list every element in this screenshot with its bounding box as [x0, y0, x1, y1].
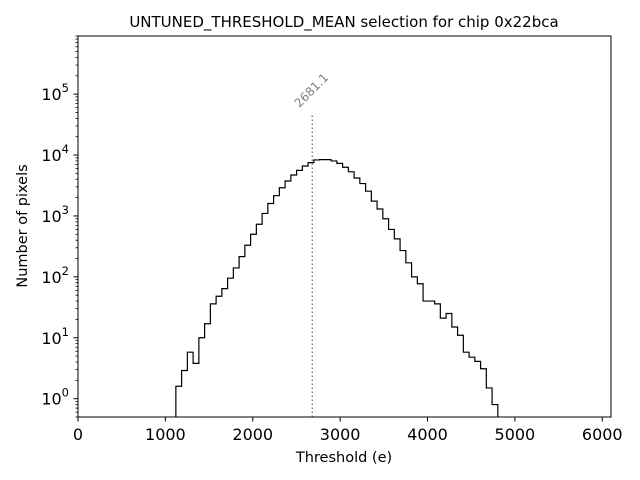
- histogram-bin: [481, 369, 487, 417]
- histogram-bin: [371, 201, 377, 417]
- histogram-bin: [228, 278, 234, 417]
- histogram-bin: [440, 318, 446, 417]
- histogram-bin: [320, 160, 326, 417]
- x-tick-label: 2000: [232, 425, 273, 444]
- histogram-bin: [233, 268, 239, 417]
- histogram-bin: [245, 245, 251, 417]
- histogram-bin: [291, 175, 297, 417]
- histogram-bin: [354, 178, 360, 417]
- histogram-bin: [389, 229, 395, 417]
- histogram-bin: [343, 167, 349, 417]
- histogram-bin: [251, 234, 257, 417]
- x-axis-label: Threshold (e): [295, 450, 392, 466]
- histogram-bin: [222, 289, 228, 417]
- histogram-bin: [205, 324, 211, 417]
- histogram-bin: [417, 284, 423, 417]
- histogram-bin: [314, 160, 320, 417]
- histogram-bin: [383, 219, 389, 417]
- histogram-bin: [182, 371, 188, 417]
- histogram-bin: [199, 338, 205, 417]
- histogram-bin: [423, 301, 429, 417]
- histogram-bin: [394, 239, 400, 417]
- histogram-bin: [210, 304, 216, 417]
- histogram-bin: [400, 251, 406, 417]
- histogram-bin: [412, 277, 418, 417]
- histogram-bin: [452, 327, 458, 417]
- histogram-bin: [331, 161, 337, 417]
- histogram-bin: [475, 361, 481, 417]
- histogram-bin: [239, 257, 245, 417]
- histogram-outline: [175, 159, 499, 417]
- x-tick-label: 6000: [582, 425, 623, 444]
- x-tick-label: 4000: [407, 425, 448, 444]
- histogram-bin: [377, 209, 383, 417]
- histogram-bin: [429, 301, 435, 417]
- x-axis: 0 1000 2000 3000 4000 5000 6000: [73, 417, 623, 444]
- histogram-bin: [348, 172, 354, 417]
- histogram-bin: [268, 204, 274, 417]
- histogram-bin: [302, 166, 308, 417]
- histogram-bin: [325, 160, 331, 417]
- histogram-bin: [469, 357, 475, 417]
- axes-frame: [77, 35, 612, 418]
- histogram-bin: [492, 405, 498, 417]
- histogram-bin: [360, 184, 366, 417]
- histogram-bin: [297, 170, 303, 417]
- histogram-bin: [337, 163, 343, 417]
- y-axis-label: Number of pixels: [15, 164, 31, 287]
- chart-title: UNTUNED_THRESHOLD_MEAN selection for chi…: [129, 13, 558, 32]
- histogram-bin: [366, 191, 372, 417]
- histogram-bin: [463, 352, 469, 417]
- histogram-bin: [406, 263, 412, 417]
- histogram-bin: [446, 314, 452, 417]
- x-tick-label: 5000: [495, 425, 536, 444]
- histogram-bin: [274, 196, 280, 417]
- histogram-bin: [193, 363, 199, 417]
- histogram-bin: [187, 352, 193, 417]
- x-tick-label: 0: [73, 425, 83, 444]
- x-tick-label: 1000: [145, 425, 186, 444]
- histogram-bin: [435, 304, 441, 417]
- histogram-bin: [256, 224, 262, 417]
- histogram-bin: [262, 213, 268, 417]
- histogram-bin: [279, 188, 285, 417]
- histogram-bin: [176, 386, 182, 417]
- histogram-bin: [285, 181, 291, 417]
- histogram-bin: [486, 388, 492, 417]
- x-tick-label: 3000: [320, 425, 361, 444]
- histogram-bin: [216, 296, 222, 417]
- histogram-bin: [458, 335, 464, 417]
